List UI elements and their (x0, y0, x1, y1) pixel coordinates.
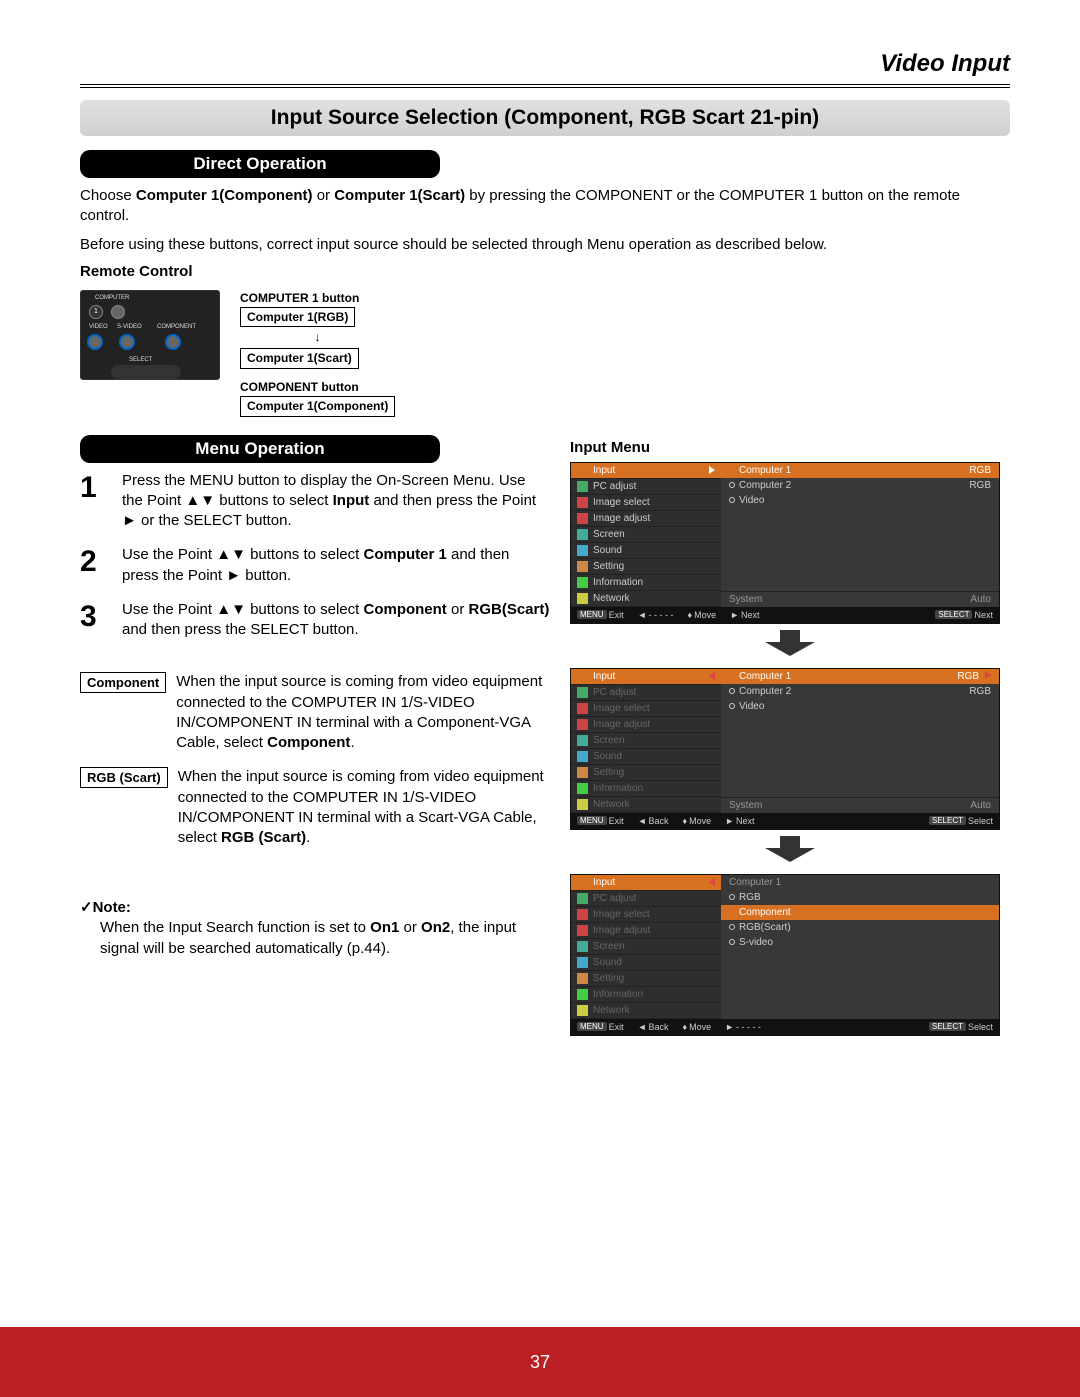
menu-item-pc: PC adjust (571, 685, 721, 701)
step-1: 1 Press the MENU button to display the O… (80, 471, 550, 532)
menu-option: Computer 2RGB (721, 684, 999, 699)
menu-operation-header: Menu Operation (80, 435, 440, 463)
menu-item-pc: PC adjust (571, 479, 721, 495)
menu-option: Video (721, 493, 999, 508)
computer1-scart-box: Computer 1(Scart) (240, 348, 359, 369)
menu-item-sound: Sound (571, 543, 721, 559)
direct-operation-header: Direct Operation (80, 150, 440, 178)
menu-option: Video (721, 699, 999, 714)
menu-item-input: Input (571, 669, 721, 685)
menu-item-info: Information (571, 781, 721, 797)
menu-item-screen: Screen (571, 527, 721, 543)
menu-option: Computer 1RGB (721, 463, 999, 478)
menu-item-net: Network (571, 797, 721, 813)
step-2: 2 Use the Point ▲▼ buttons to select Com… (80, 545, 550, 586)
menu-footer-3: MENU Exit ◄ Back ♦ Move ► - - - - - SELE… (571, 1019, 999, 1035)
remote-figure: COMPUTER 1 VIDEO S-VIDEO COMPONENT SELEC… (80, 290, 1010, 417)
note-block: ✓Note: When the Input Search function is… (80, 898, 550, 959)
menu-item-set: Setting (571, 971, 721, 987)
def-component: Component When the input source is comin… (80, 672, 550, 753)
main-header: Input Source Selection (Component, RGB S… (80, 100, 1010, 136)
menu-option: S-video (721, 935, 999, 950)
menu-item-imadj: Image adjust (571, 511, 721, 527)
menu-item-imsel: Image select (571, 907, 721, 923)
computer1-rgb-box: Computer 1(RGB) (240, 307, 355, 328)
direct-op-text-2: Before using these buttons, correct inpu… (80, 235, 1010, 255)
arrow-down-1 (570, 630, 1010, 660)
menu-item-net: Network (571, 1003, 721, 1019)
menu-item-imsel: Image select (571, 701, 721, 717)
menu-footer-2: MENU Exit ◄ Back ♦ Move ► Next SELECT Se… (571, 813, 999, 829)
menu-footer-1: MENU Exit ◄ - - - - - ♦ Move ► Next SELE… (571, 607, 999, 623)
arrow-down-2 (570, 836, 1010, 866)
remote-control-title: Remote Control (80, 263, 1010, 280)
menu-item-set: Setting (571, 559, 721, 575)
component-btn-label: COMPONENT button (240, 379, 395, 396)
menu-item-pc: PC adjust (571, 891, 721, 907)
menu-item-net: Network (571, 591, 721, 607)
remote-image: COMPUTER 1 VIDEO S-VIDEO COMPONENT SELEC… (80, 290, 220, 380)
menu-option: RGB (721, 890, 999, 905)
menu-item-sound: Sound (571, 749, 721, 765)
arrow-down-icon: ↓ (240, 329, 395, 346)
menu-item-screen: Screen (571, 939, 721, 955)
menu-item-sound: Sound (571, 955, 721, 971)
menu-item-input: Input (571, 875, 721, 891)
computer1-btn-label: COMPUTER 1 button (240, 290, 395, 307)
menu-option: Computer 2RGB (721, 478, 999, 493)
menu-option: Computer 1RGB (721, 669, 999, 684)
input-menu-2: InputPC adjustImage selectImage adjustSc… (570, 668, 1000, 830)
menu-option: RGB(Scart) (721, 920, 999, 935)
menu-item-info: Information (571, 987, 721, 1003)
menu-item-screen: Screen (571, 733, 721, 749)
input-menu-3: InputPC adjustImage selectImage adjustSc… (570, 874, 1000, 1036)
input-menu-1: InputPC adjustImage selectImage adjustSc… (570, 462, 1000, 624)
def-rgbscart: RGB (Scart) When the input source is com… (80, 767, 550, 848)
step-3: 3 Use the Point ▲▼ buttons to select Com… (80, 600, 550, 641)
remote-label-col: COMPUTER 1 button Computer 1(RGB) ↓ Comp… (240, 290, 395, 417)
page-footer: 37 (0, 1327, 1080, 1397)
menu-item-input: Input (571, 463, 721, 479)
menu-item-imsel: Image select (571, 495, 721, 511)
menu-item-imadj: Image adjust (571, 923, 721, 939)
menu-item-info: Information (571, 575, 721, 591)
section-title: Video Input (80, 50, 1010, 88)
computer1-component-box: Computer 1(Component) (240, 396, 395, 417)
input-menu-title: Input Menu (570, 439, 1010, 456)
direct-op-text-1: Choose Computer 1(Component) or Computer… (80, 186, 1010, 227)
menu-item-set: Setting (571, 765, 721, 781)
menu-option: Component (721, 905, 999, 920)
menu-item-imadj: Image adjust (571, 717, 721, 733)
